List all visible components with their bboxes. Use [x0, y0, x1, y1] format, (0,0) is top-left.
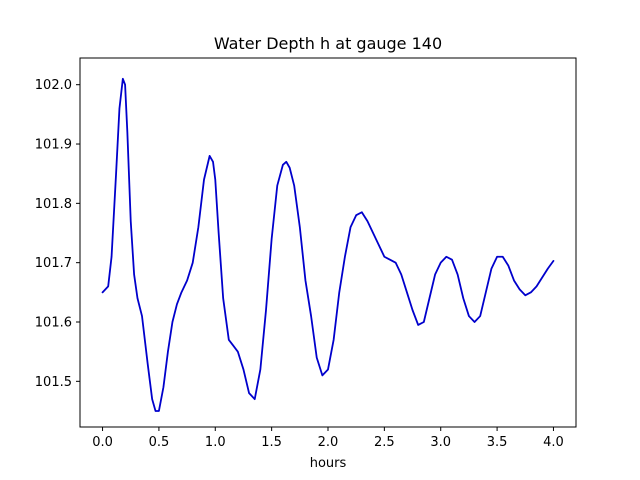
plot-area: [79, 57, 577, 428]
x-tick-label: 4.0: [543, 435, 564, 450]
y-axis: 101.5 101.6 101.7 101.8 101.9 102.0: [35, 78, 80, 390]
x-tick-label: 1.5: [261, 435, 282, 450]
y-tick-label: 102.0: [35, 78, 72, 93]
x-tick-label: 2.0: [318, 435, 339, 450]
y-tick-label: 101.6: [35, 315, 72, 330]
x-tick-label: 0.5: [149, 435, 170, 450]
y-tick-label: 101.9: [35, 138, 72, 153]
x-tick-label: 3.0: [430, 435, 451, 450]
x-tick-label: 0.0: [92, 435, 113, 450]
x-tick-label: 1.0: [205, 435, 226, 450]
x-axis: 0.0 0.5 1.0 1.5 2.0 2.5 3.0 3.5 4.0: [92, 427, 564, 450]
x-axis-label: hours: [310, 456, 347, 471]
y-tick-label: 101.8: [35, 197, 72, 212]
y-tick-label: 101.5: [35, 375, 72, 390]
chart-title: Water Depth h at gauge 140: [214, 34, 442, 53]
plot-frame: [79, 57, 577, 428]
x-tick-label: 3.5: [487, 435, 508, 450]
x-tick-label: 2.5: [374, 435, 395, 450]
y-tick-label: 101.7: [35, 256, 72, 271]
series-line-0: [101, 77, 555, 412]
